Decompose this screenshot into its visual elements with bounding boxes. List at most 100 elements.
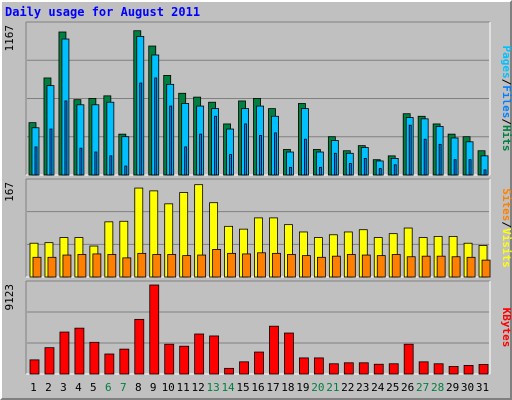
day-tick-label: 16 [251, 381, 264, 394]
pages-bar [244, 123, 247, 176]
sites-bar [376, 255, 386, 278]
sites-bar [227, 252, 236, 278]
sites-bar [466, 256, 476, 278]
kbytes-bar [328, 363, 339, 375]
legend-separator: / [500, 79, 512, 86]
day-tick-label: 9 [150, 381, 157, 394]
pages-bar [423, 138, 427, 176]
sites-bar [481, 259, 491, 278]
kbytes-bar [119, 348, 130, 375]
day-tick-label: 20 [311, 381, 324, 394]
sites-bar [182, 255, 192, 278]
sites-bar [451, 256, 461, 278]
pages-bar [109, 155, 113, 176]
kbytes-bar [284, 332, 294, 375]
kbytes-bar [44, 347, 55, 375]
sites-bar [197, 254, 207, 278]
sites-bar [316, 256, 326, 278]
day-tick-label: 28 [431, 381, 444, 394]
kbytes-bar [463, 365, 474, 375]
sites-bar [287, 254, 296, 278]
visits-ymax-label: 167 [3, 182, 16, 202]
sites-bar [406, 256, 416, 278]
pages-bar [438, 143, 442, 176]
pages-bar [483, 169, 487, 176]
pages-bar [393, 164, 397, 176]
day-tick-label: 30 [461, 381, 474, 394]
pages-bar [214, 115, 218, 176]
day-tick-label: 10 [162, 381, 175, 394]
day-tick-label: 18 [281, 381, 294, 394]
sites-bar [77, 254, 87, 278]
day-tick-label: 13 [206, 381, 219, 394]
pages-bar [184, 146, 188, 176]
legend-hits: Hits [500, 125, 512, 152]
pages-bar [49, 128, 53, 176]
day-tick-label: 1 [30, 381, 37, 394]
chart-title: Daily usage for August 2011 [5, 5, 201, 19]
sites-bar [107, 254, 117, 278]
kbytes-bar [478, 364, 489, 375]
kbytes-bar [358, 362, 369, 375]
day-tick-label: 21 [326, 381, 339, 394]
legend-pages: Pages [500, 46, 512, 79]
sites-bar [62, 254, 72, 278]
day-tick-label: 24 [371, 381, 385, 394]
day-tick-label: 7 [120, 381, 127, 394]
sites-bar [137, 252, 147, 278]
pages-bar [154, 77, 158, 176]
sites-bar [47, 256, 57, 278]
sites-bar [152, 254, 162, 278]
kbytes-bar [403, 343, 414, 375]
sites-bar [331, 255, 341, 278]
pages-bar [199, 133, 203, 176]
pages-bar [304, 138, 307, 176]
kbytes-bar [89, 341, 100, 375]
sites-bar [391, 254, 401, 278]
pages-bar [289, 166, 292, 176]
kbytes-bar [269, 325, 279, 375]
kbytes-bar [59, 331, 70, 375]
pages-bar [229, 154, 232, 176]
day-tick-label: 6 [105, 381, 112, 394]
day-tick-label: 15 [236, 381, 249, 394]
kbytes-bar [373, 363, 384, 375]
sites-bar [346, 254, 356, 278]
day-tick-label: 27 [416, 381, 429, 394]
legend-separator: / [500, 118, 512, 125]
pages-bar [94, 151, 98, 176]
pages-bar [139, 82, 143, 176]
kbytes-bar [149, 284, 160, 375]
day-tick-label: 26 [401, 381, 414, 394]
hits-legend: Pages/Files/Hits [500, 46, 512, 152]
kbytes-legend: KBytes [500, 308, 512, 348]
day-tick-label: 25 [386, 381, 399, 394]
sites-bar [361, 254, 371, 278]
pages-bar [34, 146, 38, 176]
pages-bar [79, 147, 83, 176]
sites-bar [212, 249, 222, 278]
day-tick-label: 22 [341, 381, 354, 394]
sites-bar [92, 253, 102, 278]
day-tick-label: 5 [90, 381, 97, 394]
day-tick-label: 4 [75, 381, 82, 394]
legend-separator: / [500, 221, 512, 228]
pages-bar [259, 135, 262, 176]
kbytes-bar [299, 357, 309, 375]
kbytes-bar [179, 345, 190, 375]
legend-files: Files [500, 85, 512, 118]
kbytes-bar [239, 361, 249, 375]
pages-bar [453, 159, 457, 176]
kbytes-bar [388, 363, 399, 375]
sites-bar [421, 255, 431, 278]
day-tick-label: 12 [192, 381, 205, 394]
day-tick-label: 3 [60, 381, 67, 394]
day-tick-label: 29 [446, 381, 459, 394]
legend-kbytes: KBytes [500, 308, 512, 348]
sites-bar [32, 256, 42, 278]
day-tick-label: 31 [476, 381, 489, 394]
day-tick-label: 8 [135, 381, 142, 394]
kbytes-bar [104, 353, 115, 375]
pages-bar [408, 124, 412, 176]
pages-bar [169, 105, 173, 176]
